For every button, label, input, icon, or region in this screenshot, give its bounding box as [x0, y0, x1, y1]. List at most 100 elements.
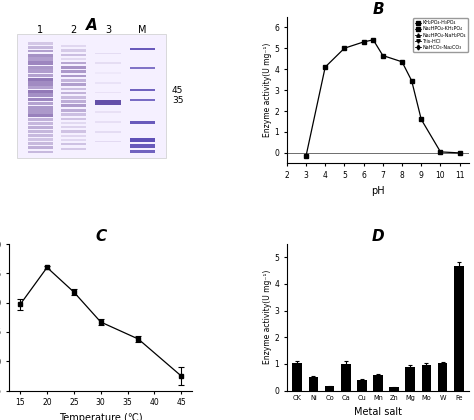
Text: M: M	[138, 25, 147, 35]
Bar	[61, 109, 86, 112]
Bar	[27, 151, 53, 152]
Bar	[27, 122, 53, 125]
Title: C: C	[95, 229, 106, 244]
Bar	[292, 362, 302, 391]
Bar	[61, 87, 86, 90]
Bar	[61, 49, 86, 52]
Bar	[27, 61, 53, 65]
Bar	[27, 147, 53, 149]
Bar	[27, 93, 53, 97]
Title: B: B	[372, 2, 384, 17]
Bar	[27, 66, 53, 68]
Bar	[27, 118, 53, 121]
Text: 2: 2	[70, 25, 76, 35]
Title: D: D	[372, 229, 384, 244]
Bar	[95, 111, 121, 113]
Bar	[130, 144, 155, 147]
Bar	[309, 377, 319, 391]
Bar	[61, 70, 86, 73]
Bar	[27, 110, 53, 113]
Y-axis label: Enzyme activity(U mg⁻¹): Enzyme activity(U mg⁻¹)	[263, 43, 272, 137]
Bar	[95, 52, 121, 54]
Bar	[61, 144, 86, 145]
Bar	[325, 386, 335, 391]
Bar	[61, 45, 86, 47]
Bar	[27, 138, 53, 141]
Bar	[341, 364, 351, 391]
Bar	[27, 58, 53, 61]
Bar	[27, 69, 53, 73]
X-axis label: pH: pH	[371, 186, 385, 196]
Bar	[389, 387, 399, 391]
Bar	[61, 53, 86, 56]
Bar	[95, 141, 121, 142]
X-axis label: Temperature (℃): Temperature (℃)	[59, 413, 143, 420]
Bar	[61, 126, 86, 129]
Bar	[61, 122, 86, 124]
Text: 1: 1	[37, 25, 44, 35]
Bar	[61, 92, 86, 94]
Bar	[27, 142, 53, 145]
X-axis label: Metal salt: Metal salt	[354, 407, 402, 417]
Bar	[61, 139, 86, 141]
Bar	[95, 82, 121, 84]
Bar	[130, 89, 155, 91]
Bar	[61, 83, 86, 86]
Bar	[130, 48, 155, 50]
Bar	[357, 381, 367, 391]
Bar	[95, 131, 121, 132]
Text: A: A	[86, 18, 98, 33]
Bar	[61, 118, 86, 120]
Bar	[61, 66, 86, 69]
Bar	[27, 86, 53, 89]
Bar	[27, 81, 53, 86]
Bar	[27, 74, 53, 77]
Bar	[27, 90, 53, 93]
Bar	[405, 367, 415, 391]
Bar	[27, 130, 53, 133]
Bar	[130, 121, 155, 124]
Bar	[95, 100, 121, 105]
Bar	[27, 114, 53, 117]
Text: 3: 3	[105, 25, 111, 35]
Bar	[27, 54, 53, 57]
Bar	[61, 105, 86, 108]
Bar	[130, 67, 155, 69]
Bar	[27, 102, 53, 105]
Bar	[422, 365, 431, 391]
Bar	[27, 46, 53, 49]
Bar	[130, 150, 155, 153]
Bar	[61, 96, 86, 99]
Bar	[438, 363, 447, 391]
Text: 35: 35	[172, 96, 183, 105]
Bar	[61, 147, 86, 150]
Bar	[17, 34, 166, 158]
Bar	[61, 79, 86, 82]
Bar	[61, 131, 86, 133]
Bar	[27, 126, 53, 129]
Text: 45: 45	[172, 86, 183, 94]
Bar	[27, 98, 53, 101]
Bar	[27, 78, 53, 81]
Bar	[95, 62, 121, 64]
Bar	[27, 50, 53, 52]
Bar	[27, 106, 53, 109]
Bar	[454, 266, 464, 391]
Bar	[95, 121, 121, 123]
Bar	[61, 135, 86, 137]
Bar	[130, 138, 155, 142]
Bar	[27, 42, 53, 45]
Bar	[95, 72, 121, 74]
Bar	[130, 99, 155, 101]
Bar	[61, 100, 86, 103]
Bar	[61, 75, 86, 77]
Y-axis label: Enzyme activity(U mg⁻¹): Enzyme activity(U mg⁻¹)	[263, 270, 272, 365]
Bar	[27, 134, 53, 137]
Bar	[373, 375, 383, 391]
Bar	[61, 58, 86, 60]
Bar	[61, 62, 86, 65]
Legend: KH₂PO₄-H₃PO₄, Na₂HPO₄-KH₂PO₄, Na₂HPO₄-NaH₂PO₄, Tris-HCl, NaHCO₃-Na₂CO₃: KH₂PO₄-H₃PO₄, Na₂HPO₄-KH₂PO₄, Na₂HPO₄-Na…	[413, 18, 468, 52]
Bar	[95, 92, 121, 93]
Bar	[61, 113, 86, 116]
Bar	[95, 102, 121, 103]
